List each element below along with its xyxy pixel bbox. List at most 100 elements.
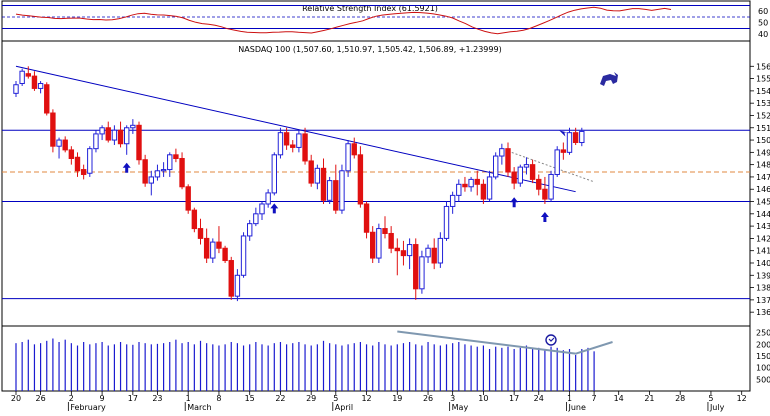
volume-tick-label: 5000	[756, 375, 770, 384]
candle-body	[542, 188, 548, 200]
candle-body	[296, 133, 302, 148]
x-tick-label: 17	[509, 394, 519, 403]
candle-body	[259, 203, 265, 215]
x-tick-label: 1	[567, 394, 572, 403]
price-tick-label: 1520	[756, 111, 770, 120]
candle-body	[333, 180, 339, 211]
candle-body	[548, 173, 554, 200]
candle-body	[326, 180, 333, 201]
candle-body	[493, 155, 499, 178]
candle-body	[400, 250, 407, 257]
trendline	[15, 65, 576, 193]
candle-body	[511, 171, 517, 184]
candle-body	[179, 157, 185, 188]
candle-body	[19, 70, 25, 85]
volume-tick-label: 10000	[756, 364, 770, 373]
month-label: May	[452, 403, 469, 412]
candle-body	[523, 164, 530, 168]
x-tick-label: 1	[186, 394, 191, 403]
x-tick-label: 23	[152, 394, 162, 403]
rsi-tick-label: 40	[758, 30, 768, 39]
bull-icon	[600, 72, 618, 86]
x-tick-label: 26	[423, 394, 433, 403]
month-label: March	[187, 403, 211, 412]
month-label: April	[335, 403, 353, 412]
price-tick-label: 1460	[756, 185, 770, 194]
candle-body	[31, 75, 38, 89]
volume-trendline	[575, 341, 613, 355]
candle-body	[99, 127, 105, 135]
clock-icon	[545, 334, 557, 346]
trendline	[507, 150, 595, 183]
candle-body	[394, 247, 401, 252]
candle-body	[56, 139, 62, 147]
candle-body	[185, 186, 191, 211]
candle-body	[431, 247, 437, 264]
x-tick-label: 9	[100, 394, 105, 403]
x-tick-label: 2	[69, 394, 74, 403]
arrow-up-icon	[540, 211, 549, 222]
candle-body	[13, 84, 19, 94]
price-tick-label: 1550	[756, 75, 770, 84]
candle-body	[240, 235, 247, 276]
rsi-tick-label: 60	[758, 7, 768, 16]
candle-body	[290, 144, 296, 148]
rsi-panel: Relative Strength Index (61.5921) 40 50 60	[1, 0, 768, 42]
candle-body	[425, 247, 431, 258]
candle-body	[124, 127, 130, 145]
x-tick-label: 12	[361, 394, 371, 403]
candle-body	[529, 164, 536, 180]
candle-body	[93, 133, 99, 150]
candle-body	[302, 133, 308, 162]
candle-body	[370, 231, 376, 259]
x-tick-label: 5	[708, 394, 713, 403]
candle-body	[105, 127, 111, 141]
candle-body	[197, 228, 204, 239]
price-tick-label: 1510	[756, 124, 770, 133]
candle-body	[536, 178, 542, 190]
arrow-up-icon	[270, 203, 279, 214]
x-tick-label: 19	[392, 394, 402, 403]
x-tick-label: 12	[737, 394, 747, 403]
price-tick-label: 1470	[756, 173, 770, 182]
volume-tick-label: 25000	[756, 329, 770, 338]
candle-body	[554, 149, 560, 175]
volume-trendline	[397, 330, 576, 355]
price-tick-label: 1500	[756, 136, 770, 145]
candle-body	[203, 237, 210, 259]
x-axis: 20 26 2 9 17 23 1 8 15 22 29 5 12 19 26 3 10 17 24 1 7 14 21 28…	[11, 391, 747, 412]
candle-body	[320, 167, 327, 201]
candle-body	[419, 256, 425, 290]
price-tick-label: 1420	[756, 234, 770, 243]
x-tick-label: 28	[675, 394, 685, 403]
x-tick-label: 3	[450, 394, 455, 403]
candle-body	[560, 149, 567, 153]
candle-body	[50, 112, 56, 147]
candle-body	[87, 148, 93, 174]
candle-body	[388, 232, 394, 249]
arrow-up-icon	[510, 197, 519, 208]
candle-body	[234, 274, 241, 297]
price-tick-label: 1540	[756, 87, 770, 96]
candle-body	[117, 129, 124, 145]
x-tick-label: 24	[534, 394, 544, 403]
candle-body	[517, 166, 523, 184]
arrow-down-icon	[559, 130, 568, 137]
x-tick-label: 20	[11, 394, 21, 403]
x-tick-label: 17	[128, 394, 138, 403]
candle-body	[308, 160, 314, 184]
candle-body	[136, 124, 142, 161]
candle-body	[351, 143, 357, 156]
price-tick-label: 1450	[756, 198, 770, 207]
candle-body	[25, 73, 32, 77]
price-frame	[1, 40, 751, 327]
candle-body	[357, 154, 364, 205]
candle-body	[173, 154, 179, 159]
candle-body	[80, 169, 87, 175]
candle-body	[111, 129, 118, 141]
volume-tick-label: 15000	[756, 352, 770, 361]
arrow-up-icon	[122, 162, 131, 173]
candle-body	[499, 148, 505, 157]
rsi-series-line	[15, 6, 672, 35]
candle-body	[314, 167, 321, 184]
